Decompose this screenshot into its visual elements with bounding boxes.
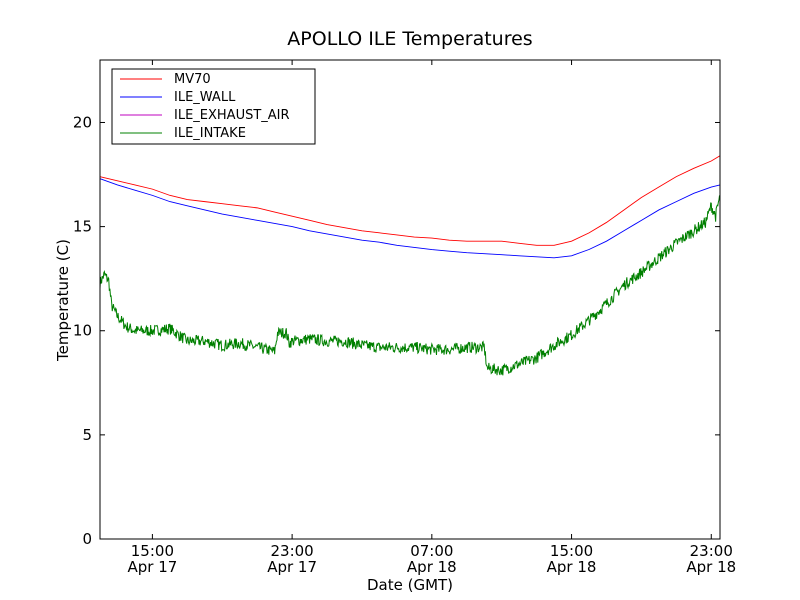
x-tick-label-date: Apr 18 [686, 558, 736, 576]
legend-label: MV70 [174, 72, 211, 87]
x-tick-label-time: 15:00 [131, 542, 174, 560]
x-tick-label-time: 15:00 [550, 542, 593, 560]
series-line-ile-intake [99, 194, 721, 376]
chart-title: APOLLO ILE Temperatures [287, 28, 532, 50]
x-tick-label-time: 07:00 [410, 542, 453, 560]
x-tick-label-date: Apr 17 [127, 558, 177, 576]
x-tick-label-date: Apr 18 [407, 558, 457, 576]
series-line-mv70 [99, 155, 721, 246]
x-tick-label-date: Apr 18 [547, 558, 597, 576]
legend-box [111, 68, 316, 145]
y-tick-label: 0 [82, 530, 92, 548]
legend: MV70 ILE_WALL ILE_EXHAUST_AIR ILE_INTAKE [111, 68, 316, 145]
legend-label: ILE_INTAKE [174, 126, 246, 141]
x-tick-label-time: 23:00 [270, 542, 313, 560]
y-tick-label: 15 [73, 218, 92, 236]
y-tick-label: 20 [73, 113, 92, 131]
x-tick-label-date: Apr 17 [267, 558, 317, 576]
y-tick-label: 5 [82, 426, 92, 444]
y-axis-label: Temperature (C) [54, 239, 72, 362]
y-tick-label: 10 [73, 322, 92, 340]
x-axis-label: Date (GMT) [367, 576, 453, 594]
series-line-ile-wall [99, 178, 721, 259]
x-tick-label-time: 23:00 [690, 542, 733, 560]
legend-label: ILE_WALL [174, 90, 236, 105]
series-layer [99, 155, 721, 376]
legend-label: ILE_EXHAUST_AIR [174, 108, 290, 123]
plot-frame [99, 59, 721, 540]
